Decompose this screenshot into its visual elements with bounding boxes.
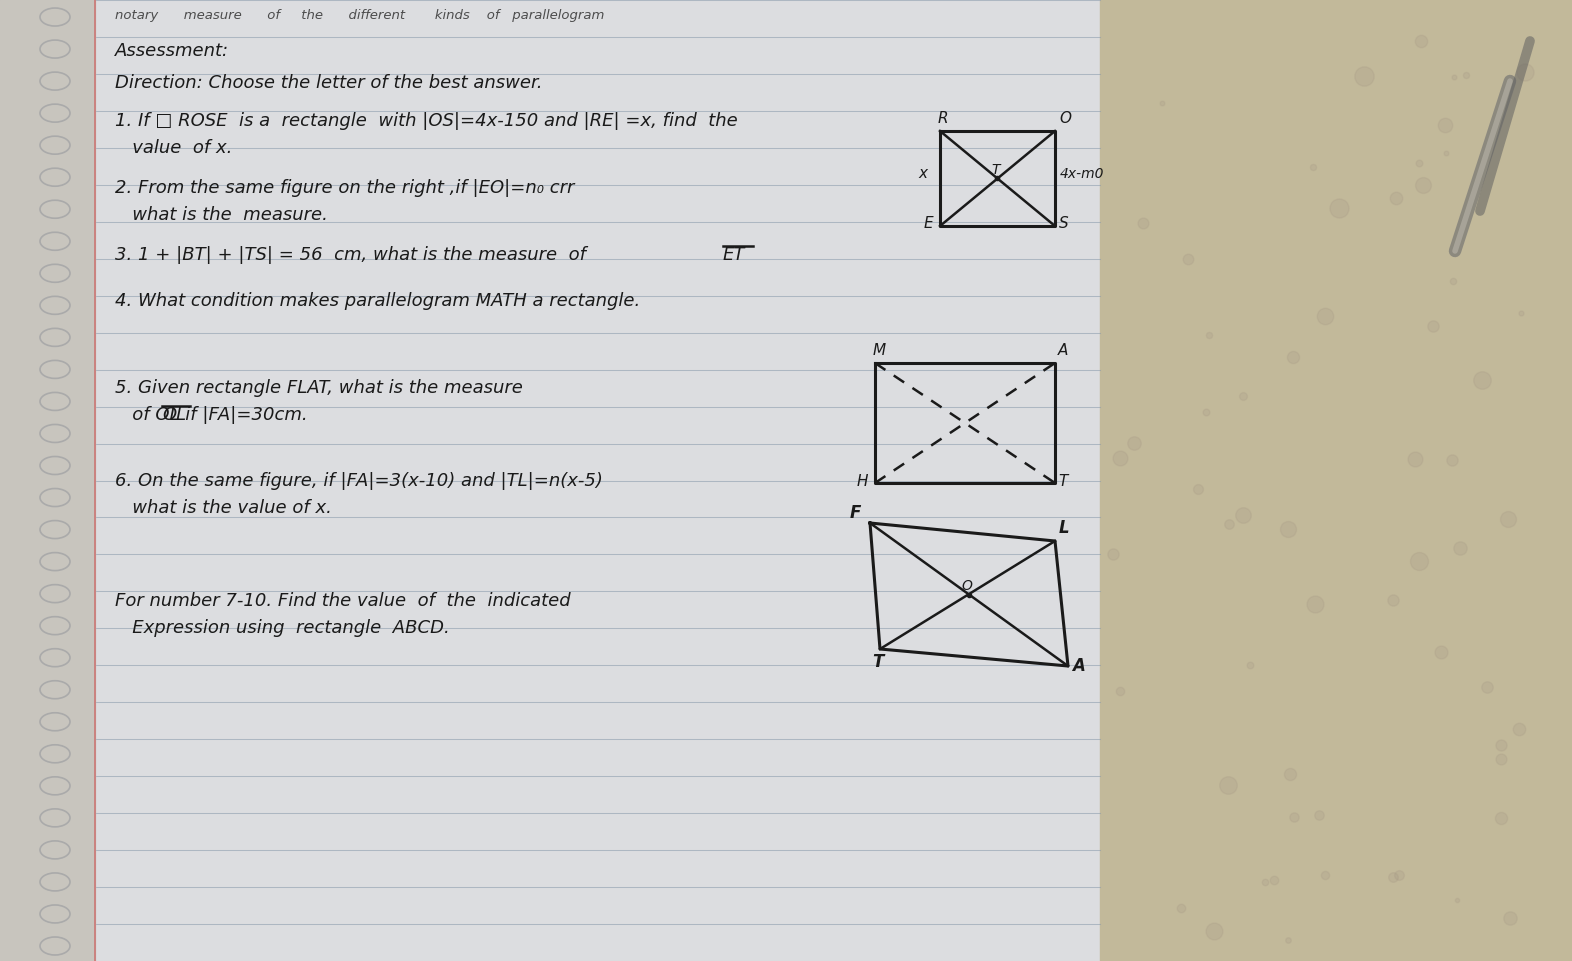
Text: T: T bbox=[872, 653, 883, 671]
Bar bbox=[0, 0, 1100, 961]
Bar bbox=[1100, 0, 1572, 961]
Text: O: O bbox=[1060, 111, 1071, 126]
Text: 1. If □ ROSE  is a  rectangle  with |OS|=4x-150 and |RE| =x, find  the: 1. If □ ROSE is a rectangle with |OS|=4x… bbox=[115, 112, 737, 130]
Text: T: T bbox=[990, 163, 1000, 177]
Bar bbox=[0, 0, 94, 961]
Text: 6. On the same figure, if |FA|=3(x-10) and |TL|=n(x-5): 6. On the same figure, if |FA|=3(x-10) a… bbox=[115, 472, 604, 490]
Text: For number 7-10. Find the value  of  the  indicated: For number 7-10. Find the value of the i… bbox=[115, 592, 571, 610]
Text: L: L bbox=[1060, 519, 1069, 537]
Text: what is the  measure.: what is the measure. bbox=[115, 206, 329, 224]
Text: OL: OL bbox=[162, 406, 185, 424]
Text: ET: ET bbox=[723, 246, 745, 264]
Text: 2. From the same figure on the right ,if |EO|=n₀ crr: 2. From the same figure on the right ,if… bbox=[115, 179, 574, 197]
Text: 4. What condition makes parallelogram MATH a rectangle.: 4. What condition makes parallelogram MA… bbox=[115, 292, 640, 310]
Text: R: R bbox=[938, 111, 948, 126]
Text: F: F bbox=[850, 504, 861, 522]
Text: of OL if |FA|=30cm.: of OL if |FA|=30cm. bbox=[115, 406, 308, 424]
Text: value  of x.: value of x. bbox=[115, 139, 233, 157]
Text: what is the value of x.: what is the value of x. bbox=[115, 499, 332, 517]
Text: T: T bbox=[1058, 474, 1067, 489]
Text: Expression using  rectangle  ABCD.: Expression using rectangle ABCD. bbox=[115, 619, 450, 637]
Text: Direction: Choose the letter of the best answer.: Direction: Choose the letter of the best… bbox=[115, 74, 542, 92]
Text: S: S bbox=[1060, 216, 1069, 231]
Text: O: O bbox=[960, 579, 971, 594]
Text: 5. Given rectangle FLAT, what is the measure: 5. Given rectangle FLAT, what is the mea… bbox=[115, 379, 523, 397]
Text: M: M bbox=[872, 343, 887, 358]
Text: 4x-m0: 4x-m0 bbox=[1060, 167, 1105, 181]
Text: notary      measure      of     the      different       kinds    of   parallelo: notary measure of the different kinds of… bbox=[115, 9, 604, 22]
Text: E: E bbox=[924, 216, 934, 231]
Text: H: H bbox=[857, 474, 868, 489]
Text: Assessment:: Assessment: bbox=[115, 42, 230, 60]
Text: x: x bbox=[918, 166, 927, 181]
Text: A: A bbox=[1072, 657, 1085, 675]
Text: 3. 1 + |BT| + |TS| = 56  cm, what is the measure  of: 3. 1 + |BT| + |TS| = 56 cm, what is the … bbox=[115, 246, 586, 264]
Text: A: A bbox=[1058, 343, 1069, 358]
